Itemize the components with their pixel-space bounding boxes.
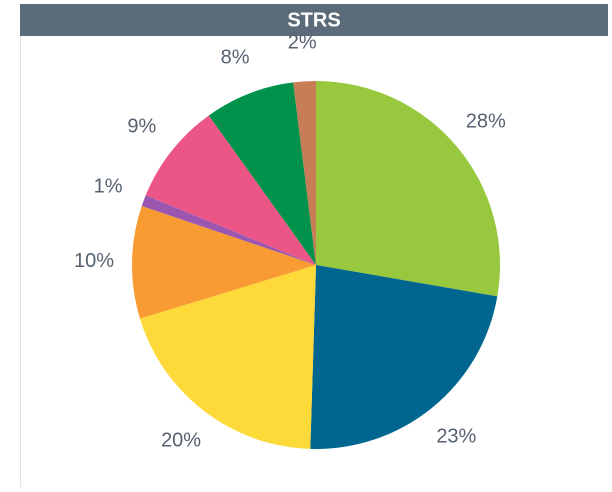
data-label: 10% — [74, 250, 114, 272]
pie-slice — [139, 265, 316, 449]
pie-slice — [145, 115, 316, 265]
data-label: 1% — [94, 176, 123, 198]
data-label: 8% — [221, 47, 250, 69]
pie-slice — [316, 81, 501, 297]
pie-slice — [132, 205, 316, 319]
data-label: 9% — [127, 116, 156, 138]
pie-slice — [208, 82, 316, 266]
data-label: 2% — [288, 32, 317, 54]
chart-title: STRS — [287, 9, 340, 31]
pie-slice — [293, 81, 316, 265]
data-label: 23% — [436, 425, 476, 447]
pie-slice — [141, 195, 316, 265]
pie-slice — [310, 265, 498, 450]
title-bar — [20, 4, 608, 36]
data-label: 28% — [466, 110, 506, 132]
data-label: 20% — [161, 430, 201, 452]
